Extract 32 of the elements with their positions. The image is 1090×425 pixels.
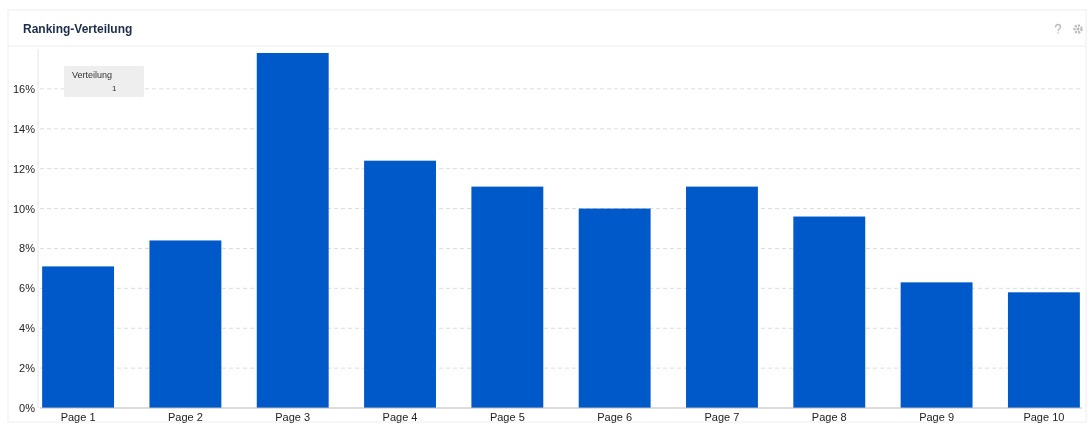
y-tick-label: 0% — [19, 402, 36, 415]
bar — [256, 52, 329, 408]
chart-title: Ranking-Verteilung — [23, 22, 133, 36]
x-tick-label: Page 4 — [382, 410, 418, 423]
bar — [149, 240, 222, 408]
bar — [42, 266, 115, 408]
x-tick-label: Page 9 — [919, 410, 955, 423]
x-tick-label: Page 7 — [704, 410, 740, 423]
x-tick-label: Page 10 — [1023, 410, 1065, 423]
x-tick-label: Page 1 — [60, 410, 96, 423]
bar — [686, 186, 758, 408]
bar — [900, 282, 973, 408]
y-tick-label: 14% — [12, 122, 36, 135]
bar — [793, 216, 866, 408]
x-tick-label: Page 5 — [489, 410, 525, 423]
bar — [1007, 292, 1080, 408]
x-tick-label: Page 8 — [811, 410, 847, 423]
bar — [578, 208, 651, 408]
annotation: 1 — [112, 84, 117, 93]
x-tick-label: Page 3 — [275, 410, 311, 423]
x-tick-label: Page 6 — [597, 410, 633, 423]
y-tick-label: 10% — [12, 202, 36, 215]
y-tick-label: 6% — [19, 282, 36, 295]
y-tick-label: 16% — [12, 82, 36, 95]
x-tick-label: Page 2 — [167, 410, 203, 423]
bar — [471, 186, 544, 408]
y-tick-label: 12% — [12, 162, 36, 175]
bar — [364, 160, 436, 408]
y-tick-label: 4% — [19, 322, 36, 335]
y-tick-label: 8% — [19, 242, 36, 255]
y-tick-label: 2% — [19, 362, 36, 375]
text: Verteilung — [72, 70, 113, 80]
